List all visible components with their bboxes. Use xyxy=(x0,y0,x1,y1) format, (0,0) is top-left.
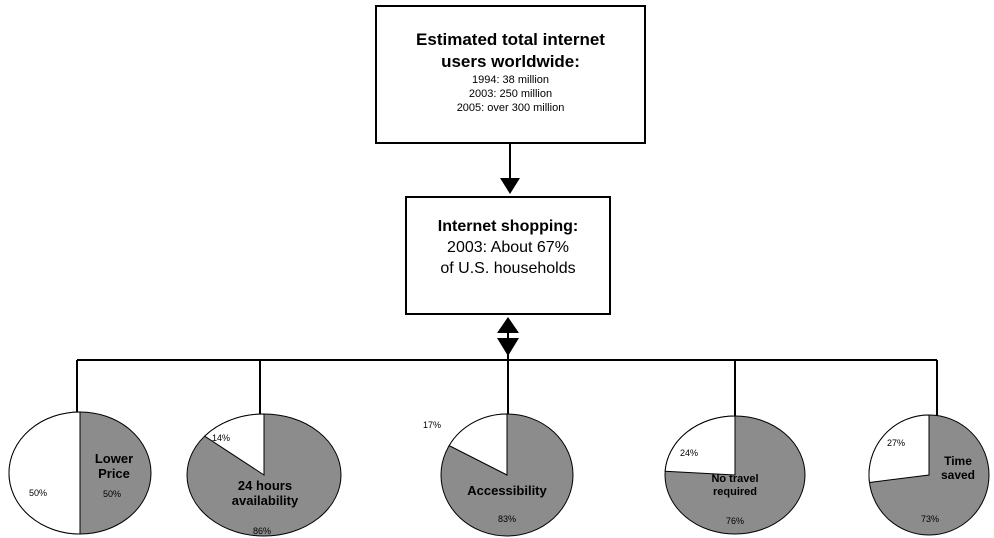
connectors xyxy=(76,144,938,417)
pie-2: 24 hours availability 14% 86% xyxy=(186,413,342,537)
pie-other-pct: 27% xyxy=(887,438,905,448)
pie-category-label-line: No travel xyxy=(711,473,758,485)
pie-category-label-line: availability xyxy=(232,493,299,508)
pie-category-label-line: Lower xyxy=(95,451,133,466)
pie-category-label: Lower Price xyxy=(95,451,133,481)
pie-other-pct: 14% xyxy=(212,433,230,443)
pie-other-pct: 24% xyxy=(680,448,698,458)
pie-other-pct: 17% xyxy=(423,420,441,430)
users-item-1994: 1994: 38 million xyxy=(471,74,550,86)
pie-category-label-line: 24 hours xyxy=(238,478,292,493)
pie-filled-pct: 73% xyxy=(921,514,939,524)
shopping-line1: 2003: About 67% xyxy=(447,239,569,256)
users-item-2003: 2003: 250 million xyxy=(468,88,553,100)
pie-charts: Lower Price 50% 50% 24 hours availability 14% 8… xyxy=(8,411,990,537)
pie-category-label: Time saved xyxy=(941,454,975,482)
pie-filled-pct: 76% xyxy=(726,516,744,526)
pie-other-pct: 50% xyxy=(29,488,47,498)
pie-slice-empty xyxy=(448,413,508,476)
pie-slice-empty xyxy=(203,413,265,476)
pie-filled-pct: 86% xyxy=(253,526,271,536)
pie-slice-empty xyxy=(868,414,930,484)
pie-filled-pct: 50% xyxy=(103,489,121,499)
users-item-2005: 2005: over 300 million xyxy=(456,102,565,114)
pie-3: Accessibility 17% 83% xyxy=(423,413,574,537)
pie-category-label-line: Time xyxy=(944,454,972,468)
pie-category-label-line: saved xyxy=(941,468,975,482)
arrowhead-up-middle xyxy=(497,317,519,333)
users-title-line2: users worldwide: xyxy=(441,52,580,71)
pie-filled-pct: 83% xyxy=(498,514,516,524)
pie-slice-empty xyxy=(8,411,81,535)
pie-category-label-line: Price xyxy=(98,466,130,481)
shopping-title: Internet shopping: xyxy=(437,218,579,235)
arrowhead-down-middle xyxy=(497,338,519,356)
users-title-line1: Estimated total internet xyxy=(416,30,605,49)
pie-5: Time saved 27% 73% xyxy=(868,414,990,536)
internet-shopping-box: Internet shopping: 2003: About 67% of U.… xyxy=(405,196,611,315)
pie-4: No travel required 24% 76% xyxy=(664,415,806,535)
pie-slice-empty xyxy=(664,415,736,476)
arrowhead-down-top xyxy=(500,178,520,194)
users-worldwide-box: Estimated total internet users worldwide… xyxy=(375,5,646,144)
pie-1: Lower Price 50% 50% xyxy=(8,411,152,535)
pie-category-label: No travel required xyxy=(711,473,758,498)
pie-category-label: 24 hours availability xyxy=(232,478,299,508)
pie-category-label-line: required xyxy=(713,486,757,498)
shopping-line2: of U.S. households xyxy=(440,260,576,277)
pie-category-label: Accessibility xyxy=(467,483,547,498)
pie-category-label-line: Accessibility xyxy=(467,483,547,498)
